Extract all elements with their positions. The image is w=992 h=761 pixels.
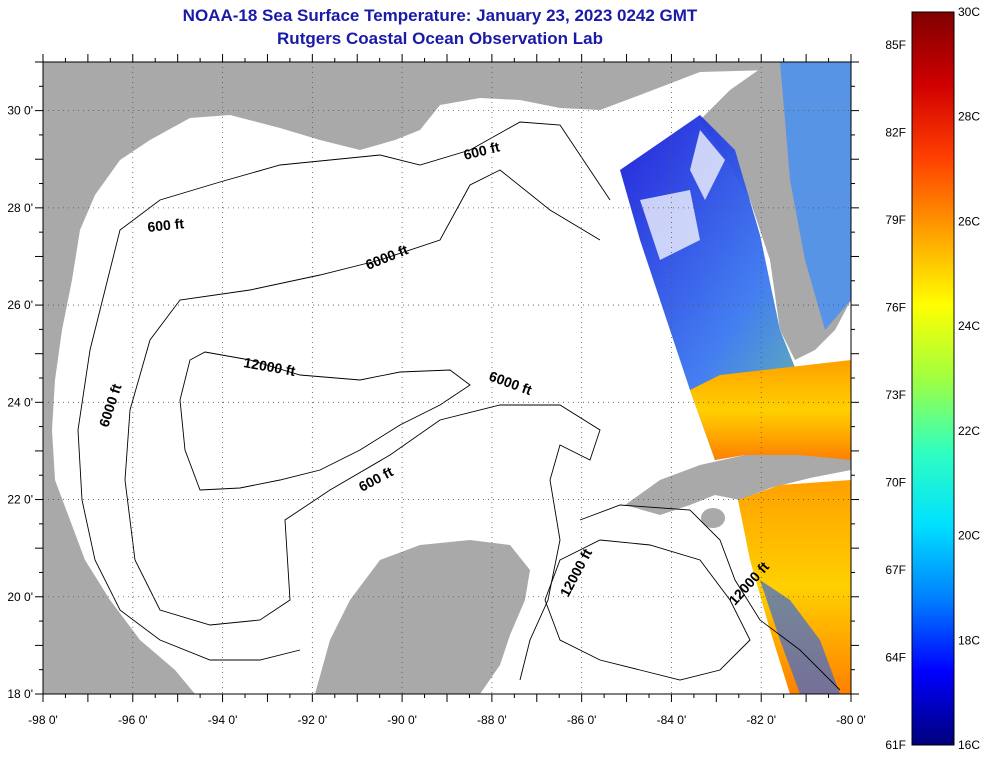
longitude-label: -82 0' <box>746 713 776 727</box>
colorbar-f-label: 64F <box>885 651 906 665</box>
colorbar-f-label: 67F <box>885 563 906 577</box>
colorbar-c-label: 20C <box>958 529 980 543</box>
latitude-label: 26 0' <box>7 298 33 312</box>
colorbar-c-label: 28C <box>958 110 980 124</box>
longitude-label: -88 0' <box>477 713 507 727</box>
latitude-label: 24 0' <box>7 395 33 409</box>
latitude-label: 28 0' <box>7 201 33 215</box>
longitude-labels: -98 0' -96 0' -94 0' -92 0' -90 0' -88 0' -86 … <box>28 713 866 727</box>
longitude-label: -86 0' <box>567 713 597 727</box>
longitude-label: -80 0' <box>836 713 866 727</box>
latitude-label: 30 0' <box>7 104 33 118</box>
longitude-label: -96 0' <box>118 713 148 727</box>
map-title: NOAA-18 Sea Surface Temperature: January… <box>182 6 698 25</box>
colorbar-c-label: 22C <box>958 424 980 438</box>
longitude-label: -92 0' <box>298 713 328 727</box>
colorbar-celsius-labels: 30C 28C 26C 24C 22C 20C 18C 16C <box>958 5 980 752</box>
contour-label: 600 ft <box>147 215 185 235</box>
longitude-label: -90 0' <box>387 713 417 727</box>
colorbar-f-label: 79F <box>885 213 906 227</box>
latitude-label: 22 0' <box>7 493 33 507</box>
colorbar-gradient <box>911 11 955 746</box>
map-subtitle: Rutgers Coastal Ocean Observation Lab <box>277 29 603 48</box>
latitude-labels: 18 0' 20 0' 22 0' 24 0' 26 0' 28 0' 30 0' <box>7 104 33 701</box>
axis-ticks <box>35 54 859 702</box>
colorbar-f-label: 61F <box>885 738 906 752</box>
latitude-label: 20 0' <box>7 590 33 604</box>
longitude-label: -98 0' <box>28 713 58 727</box>
colorbar: 85F 82F 79F 76F 73F 70F 67F 64F 61F 30C 28C 26C 24C… <box>885 5 980 752</box>
colorbar-c-label: 24C <box>958 319 980 333</box>
longitude-label: -94 0' <box>208 713 238 727</box>
sst-swath <box>620 62 851 694</box>
colorbar-c-label: 18C <box>958 633 980 647</box>
colorbar-c-label: 30C <box>958 5 980 19</box>
colorbar-f-label: 73F <box>885 388 906 402</box>
colorbar-f-label: 70F <box>885 476 906 490</box>
depth-contours <box>77 121 841 691</box>
colorbar-c-label: 16C <box>958 738 980 752</box>
colorbar-fahrenheit-labels: 85F 82F 79F 76F 73F 70F 67F 64F 61F <box>885 38 906 752</box>
colorbar-f-label: 76F <box>885 301 906 315</box>
longitude-label: -84 0' <box>657 713 687 727</box>
map-border <box>42 61 852 695</box>
colorbar-c-label: 26C <box>958 214 980 228</box>
colorbar-f-label: 82F <box>885 126 906 140</box>
colorbar-f-label: 85F <box>885 38 906 52</box>
latitude-label: 18 0' <box>7 687 33 701</box>
